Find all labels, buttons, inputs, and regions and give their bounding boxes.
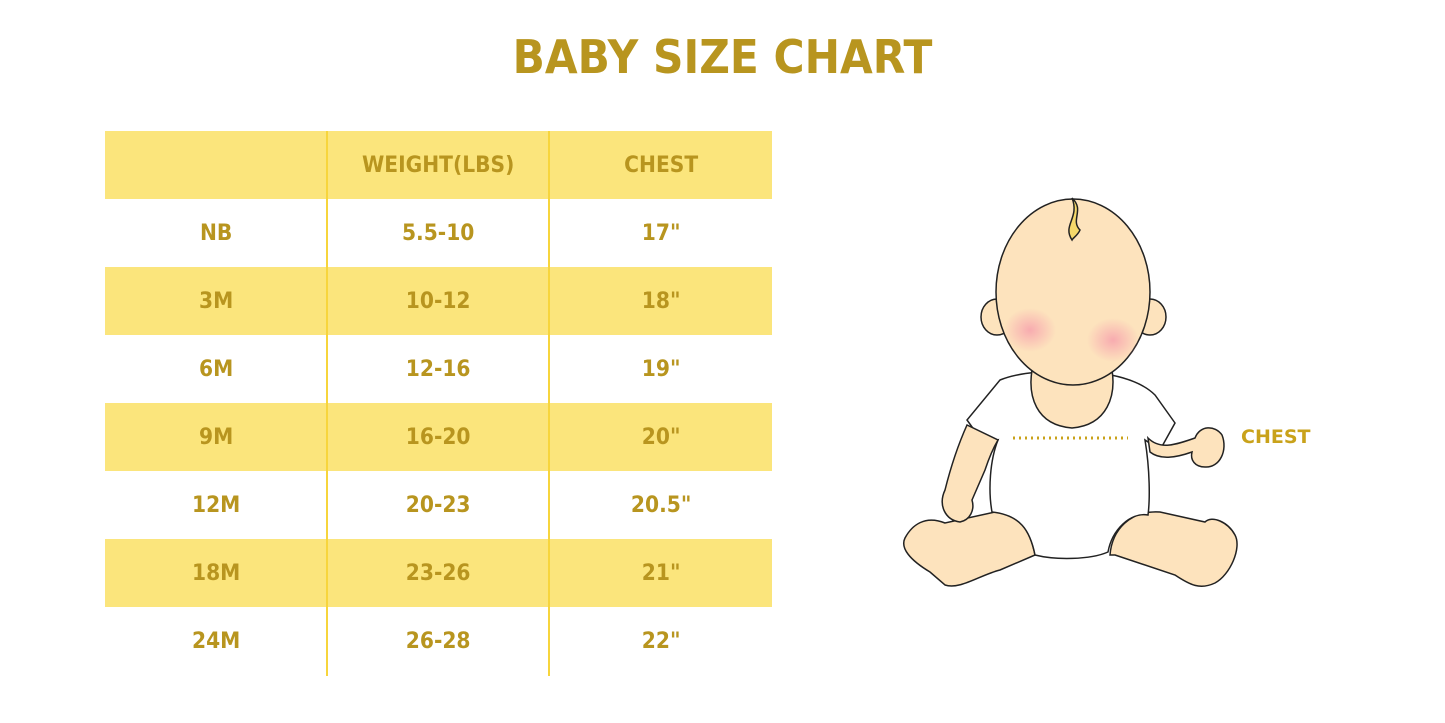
- neck: [1030, 369, 1114, 429]
- size-cell: 6M: [199, 356, 234, 382]
- header-cell-weight: WEIGHT(LBS): [362, 152, 515, 178]
- size-cell: 3M: [199, 288, 234, 314]
- left-arm: [941, 423, 1000, 523]
- right-leg: [1109, 511, 1238, 587]
- chest-cell: 20.5": [630, 492, 692, 518]
- weight-cell: 20-23: [406, 492, 471, 518]
- chest-cell: 22": [641, 628, 681, 654]
- table-row: 9M 16-20 20": [105, 403, 772, 471]
- weight-cell: 10-12: [406, 288, 471, 314]
- table-row: NB 5.5-10 17": [105, 199, 772, 267]
- right-arm: [1146, 427, 1225, 468]
- column-divider: [326, 131, 328, 676]
- size-cell: 24M: [192, 628, 241, 654]
- size-cell: 9M: [199, 424, 234, 450]
- size-cell: 12M: [192, 492, 241, 518]
- right-cheek: [1087, 318, 1139, 362]
- chest-label: CHEST: [1241, 426, 1311, 448]
- hair-curl: [1068, 197, 1081, 242]
- weight-cell: 12-16: [406, 356, 471, 382]
- left-cheek: [1004, 308, 1056, 352]
- page-title: BABY SIZE CHART: [512, 30, 933, 84]
- size-chart-table: WEIGHT(LBS) CHEST NB 5.5-10 17" 3M 10-12…: [105, 131, 772, 675]
- header-cell-chest: CHEST: [623, 152, 698, 178]
- table-row: 24M 26-28 22": [105, 607, 772, 675]
- weight-cell: 23-26: [406, 560, 471, 586]
- chest-cell: 17": [641, 220, 681, 246]
- chest-cell: 19": [641, 356, 681, 382]
- chest-cell: 18": [641, 288, 681, 314]
- table-row: 18M 23-26 21": [105, 539, 772, 607]
- chest-cell: 20": [641, 424, 681, 450]
- size-cell: NB: [199, 220, 233, 246]
- left-leg: [903, 511, 1036, 587]
- table-row: 6M 12-16 19": [105, 335, 772, 403]
- chest-cell: 21": [641, 560, 681, 586]
- column-divider: [548, 131, 550, 676]
- weight-cell: 5.5-10: [402, 220, 475, 246]
- weight-cell: 26-28: [406, 628, 471, 654]
- table-row: 3M 10-12 18": [105, 267, 772, 335]
- table-header-row: WEIGHT(LBS) CHEST: [105, 131, 772, 199]
- weight-cell: 16-20: [406, 424, 471, 450]
- table-row: 12M 20-23 20.5": [105, 471, 772, 539]
- size-cell: 18M: [192, 560, 241, 586]
